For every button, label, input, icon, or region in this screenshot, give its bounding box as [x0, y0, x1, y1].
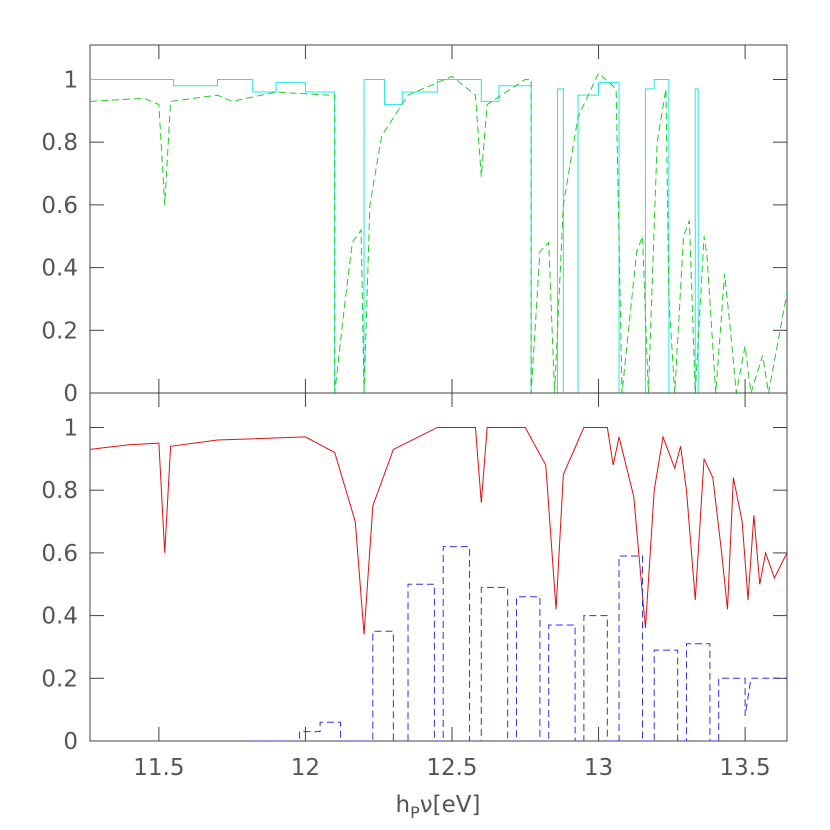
- y-tick-label: 0.8: [41, 130, 78, 156]
- y-tick-label: 0.4: [41, 256, 78, 282]
- y-tick-label: 0: [63, 729, 78, 755]
- y-tick-label: 0.6: [41, 193, 78, 219]
- y-tick-label: 0.2: [41, 318, 78, 344]
- x-tick-label: 12: [291, 755, 320, 781]
- data-line: [90, 426, 787, 635]
- y-tick-label: 0.8: [41, 478, 78, 504]
- x-tick-label: 12.5: [426, 755, 477, 781]
- y-tick-label: 1: [63, 67, 78, 93]
- y-tick-label: 1: [63, 415, 78, 441]
- y-tick-label: 0.4: [41, 604, 78, 630]
- data-line: [90, 72, 787, 393]
- x-tick-label: 13: [584, 755, 613, 781]
- x-tick-label: 13.5: [719, 755, 770, 781]
- y-tick-label: 0.2: [41, 666, 78, 692]
- x-tick-label: 11.5: [133, 755, 184, 781]
- plot-frame: [89, 44, 788, 394]
- plot-frame: [89, 392, 788, 742]
- y-tick-label: 0: [63, 381, 78, 407]
- data-line: [90, 78, 787, 393]
- y-tick-label: 0.6: [41, 541, 78, 567]
- x-axis-label: hPν[eV]: [396, 792, 481, 822]
- data-line: [246, 546, 787, 741]
